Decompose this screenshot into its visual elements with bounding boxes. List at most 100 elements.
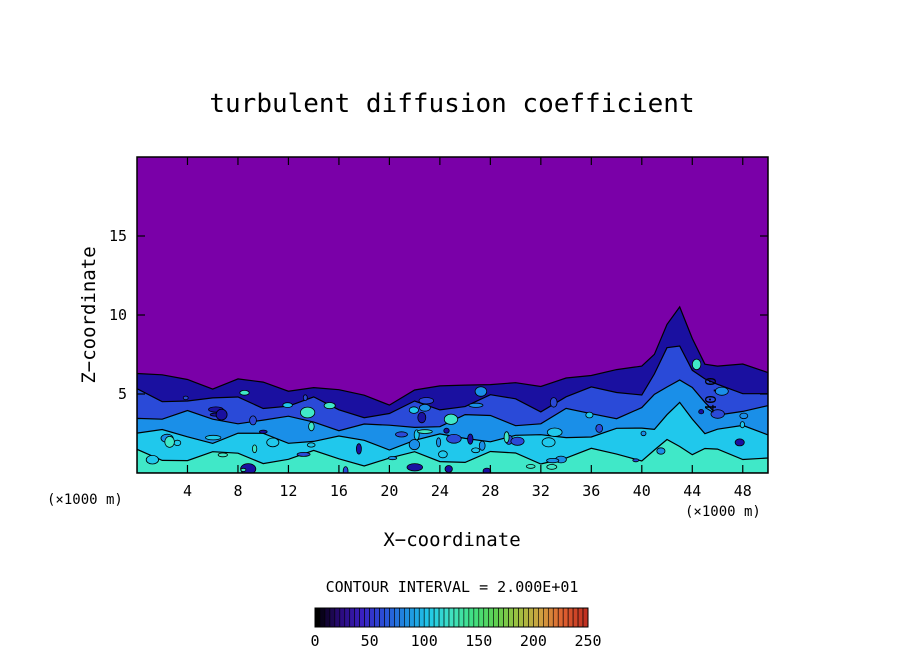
eddy-blob <box>632 458 640 463</box>
colorbar-swatch <box>423 607 430 628</box>
colorbar-swatch <box>493 607 499 628</box>
eddy-blob <box>302 394 308 402</box>
colorbar-swatch <box>394 607 400 628</box>
eddy-blob <box>691 358 702 371</box>
eddy-blob <box>585 411 594 419</box>
eddy-blob <box>467 433 474 445</box>
colorbar-tick-label: 50 <box>361 632 379 650</box>
eddy-blob <box>474 386 488 397</box>
eddy-blob <box>266 437 280 448</box>
colorbar-swatch <box>384 607 390 628</box>
eddy-blob <box>510 436 525 446</box>
x-tick-label: 8 <box>233 482 242 500</box>
x-tick-label: 16 <box>330 482 348 500</box>
colorbar-tick-label: 250 <box>574 632 601 650</box>
eddy-blob <box>503 431 510 444</box>
colorbar-swatch <box>533 607 539 628</box>
colorbar-swatch <box>567 607 574 628</box>
colorbar-swatch <box>498 607 504 628</box>
x-tick-label: 4 <box>183 482 192 500</box>
colorbar-swatch <box>543 607 549 628</box>
plot-area <box>137 157 768 473</box>
colorbar-swatch <box>523 607 529 628</box>
eddy-blob <box>308 421 315 432</box>
eddy-blob <box>239 389 250 396</box>
eddy-blob <box>734 438 745 447</box>
colorbar-swatch <box>513 607 519 628</box>
colorbar-swatch <box>453 607 460 628</box>
eddy-blob <box>443 413 459 425</box>
eddy-blob <box>546 464 558 470</box>
colorbar-swatch <box>488 607 494 628</box>
colorbar-swatch <box>557 607 564 628</box>
eddy-blob <box>714 386 729 396</box>
colorbar-swatch <box>473 607 480 628</box>
colorbar-swatch <box>538 607 544 628</box>
colorbar-swatch <box>364 607 370 628</box>
eddy-blob <box>739 412 749 420</box>
colorbar-ticks: 0 50 100 150 200 250 <box>310 632 601 650</box>
eddy-blob <box>443 427 450 434</box>
x-axis-ticks: 4 8 12 16 20 24 28 32 36 40 44 48 <box>183 157 752 500</box>
colorbar-swatch <box>324 607 331 628</box>
colorbar-swatch <box>433 607 440 628</box>
y-axis-ticks: 5 10 15 <box>109 227 768 403</box>
eddy-blob <box>640 430 647 437</box>
x-unit-right: (×1000 m) <box>685 504 761 520</box>
eddy-blob <box>478 440 486 451</box>
colorbar-swatch <box>552 607 559 628</box>
eddy-blob <box>258 429 268 434</box>
colorbar-swatch <box>404 607 410 628</box>
eddy-blob <box>438 450 448 459</box>
eddy-blob <box>418 403 431 412</box>
eddy-blob <box>739 421 746 429</box>
colorbar-swatch <box>379 607 385 628</box>
colorbar-swatch <box>463 607 470 628</box>
eddy-blob <box>387 456 398 461</box>
eddy-blob <box>205 434 222 441</box>
eddy-blob <box>215 408 228 421</box>
eddy-blob <box>182 395 189 401</box>
eddy-blob <box>446 433 462 444</box>
eddy-blob <box>323 402 336 410</box>
colorbar-swatch <box>438 607 445 628</box>
colorbar-swatch <box>468 607 475 628</box>
eddy-blob <box>173 439 182 446</box>
colorbar-swatch <box>528 607 534 628</box>
x-tick-label: 32 <box>532 482 550 500</box>
colorbar-swatch <box>582 607 589 628</box>
band-teal <box>137 438 768 473</box>
eddy-blob <box>406 463 424 472</box>
contour-interval-text: CONTOUR INTERVAL = 2.000E+01 <box>326 578 579 596</box>
colorbar-swatch <box>374 607 380 628</box>
eddy-blob <box>296 451 311 457</box>
chart-title: turbulent diffusion coefficient <box>209 89 694 119</box>
x-tick-label: 28 <box>481 482 499 500</box>
colorbar-swatch <box>518 607 524 628</box>
eddy-blob <box>595 423 603 433</box>
eddy-blob <box>408 439 420 451</box>
eddy-blob <box>546 457 560 464</box>
colorbar-swatch <box>339 607 346 628</box>
colorbar-swatch <box>443 607 450 628</box>
eddy-blob <box>698 409 705 415</box>
eddy-blob <box>395 431 408 438</box>
colorbar-tick-label: 100 <box>411 632 438 650</box>
eddy-blob <box>444 465 453 473</box>
colorbar-swatch <box>428 607 435 628</box>
eddy-blob <box>282 402 293 408</box>
colorbar-swatch <box>418 607 425 628</box>
colorbar <box>314 607 589 628</box>
y-tick-label: 10 <box>109 306 127 324</box>
eddy-blob <box>342 466 349 473</box>
colorbar-swatch <box>334 607 341 628</box>
eddy-blob <box>471 447 481 454</box>
x-tick-label: 44 <box>683 482 701 500</box>
colorbar-swatch <box>399 607 405 628</box>
colorbar-swatch <box>344 607 351 628</box>
x-tick-label: 20 <box>380 482 398 500</box>
colorbar-swatch <box>547 607 554 628</box>
eddy-blob <box>217 452 228 458</box>
colorbar-swatch <box>503 607 509 628</box>
